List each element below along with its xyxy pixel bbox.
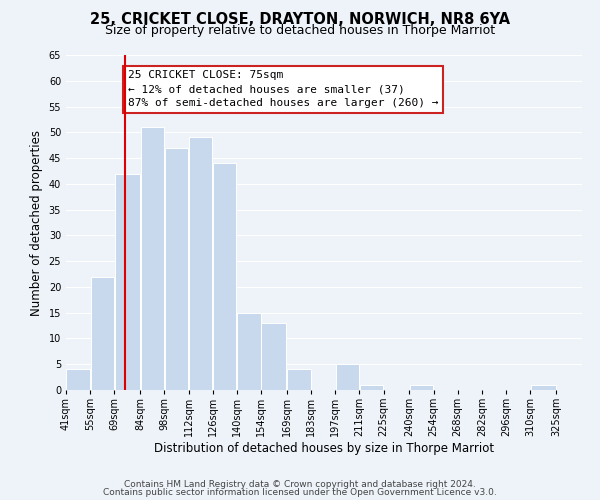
Bar bbox=[67, 370, 90, 390]
Bar bbox=[140, 127, 164, 390]
Bar bbox=[213, 163, 236, 390]
Text: 25, CRICKET CLOSE, DRAYTON, NORWICH, NR8 6YA: 25, CRICKET CLOSE, DRAYTON, NORWICH, NR8… bbox=[90, 12, 510, 28]
Bar bbox=[115, 174, 140, 390]
X-axis label: Distribution of detached houses by size in Thorpe Marriot: Distribution of detached houses by size … bbox=[154, 442, 494, 455]
Text: Contains HM Land Registry data © Crown copyright and database right 2024.: Contains HM Land Registry data © Crown c… bbox=[124, 480, 476, 489]
Bar bbox=[189, 138, 212, 390]
Y-axis label: Number of detached properties: Number of detached properties bbox=[30, 130, 43, 316]
Bar bbox=[530, 385, 556, 390]
Bar bbox=[165, 148, 188, 390]
Bar bbox=[360, 385, 383, 390]
Text: Contains public sector information licensed under the Open Government Licence v3: Contains public sector information licen… bbox=[103, 488, 497, 497]
Text: Size of property relative to detached houses in Thorpe Marriot: Size of property relative to detached ho… bbox=[105, 24, 495, 37]
Bar bbox=[335, 364, 359, 390]
Bar bbox=[262, 323, 286, 390]
Bar bbox=[410, 385, 433, 390]
Text: 25 CRICKET CLOSE: 75sqm
← 12% of detached houses are smaller (37)
87% of semi-de: 25 CRICKET CLOSE: 75sqm ← 12% of detache… bbox=[128, 70, 439, 108]
Bar bbox=[287, 370, 311, 390]
Bar bbox=[91, 276, 114, 390]
Bar bbox=[237, 312, 260, 390]
